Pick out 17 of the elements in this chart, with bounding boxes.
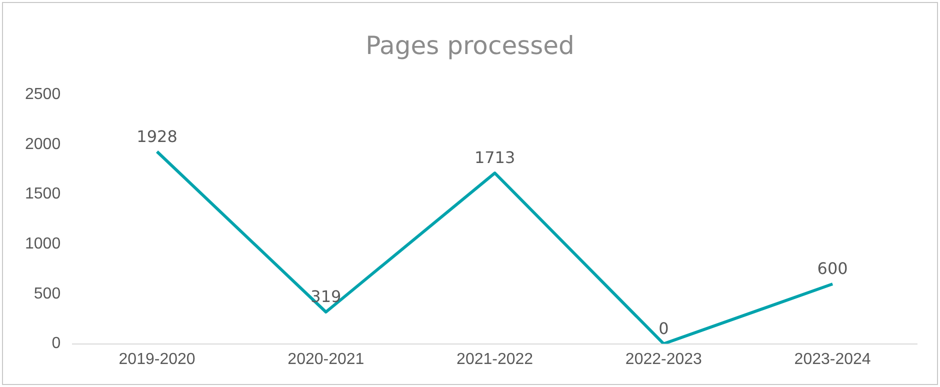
y-tick-label: 1500 [25,186,61,203]
data-label: 0 [658,318,669,338]
y-tick-label: 2000 [25,136,61,153]
x-tick-label: 2021-2022 [456,350,534,368]
y-tick-label: 2500 [25,86,61,104]
x-tick-label: 2020-2021 [288,350,364,368]
y-tick-label: 500 [34,285,61,302]
y-tick-label: 0 [52,335,61,352]
x-tick-label: 2022-2023 [625,350,702,368]
data-label: 1928 [136,126,178,146]
data-label: 600 [817,259,848,278]
x-tick-label: 2019-2020 [118,350,196,368]
data-label: 1713 [474,148,516,168]
x-tick-label: 2023-2024 [794,350,871,368]
y-tick-label: 1000 [25,236,61,253]
chart-title: Pages processed [364,31,576,60]
data-label: 319 [310,287,342,306]
